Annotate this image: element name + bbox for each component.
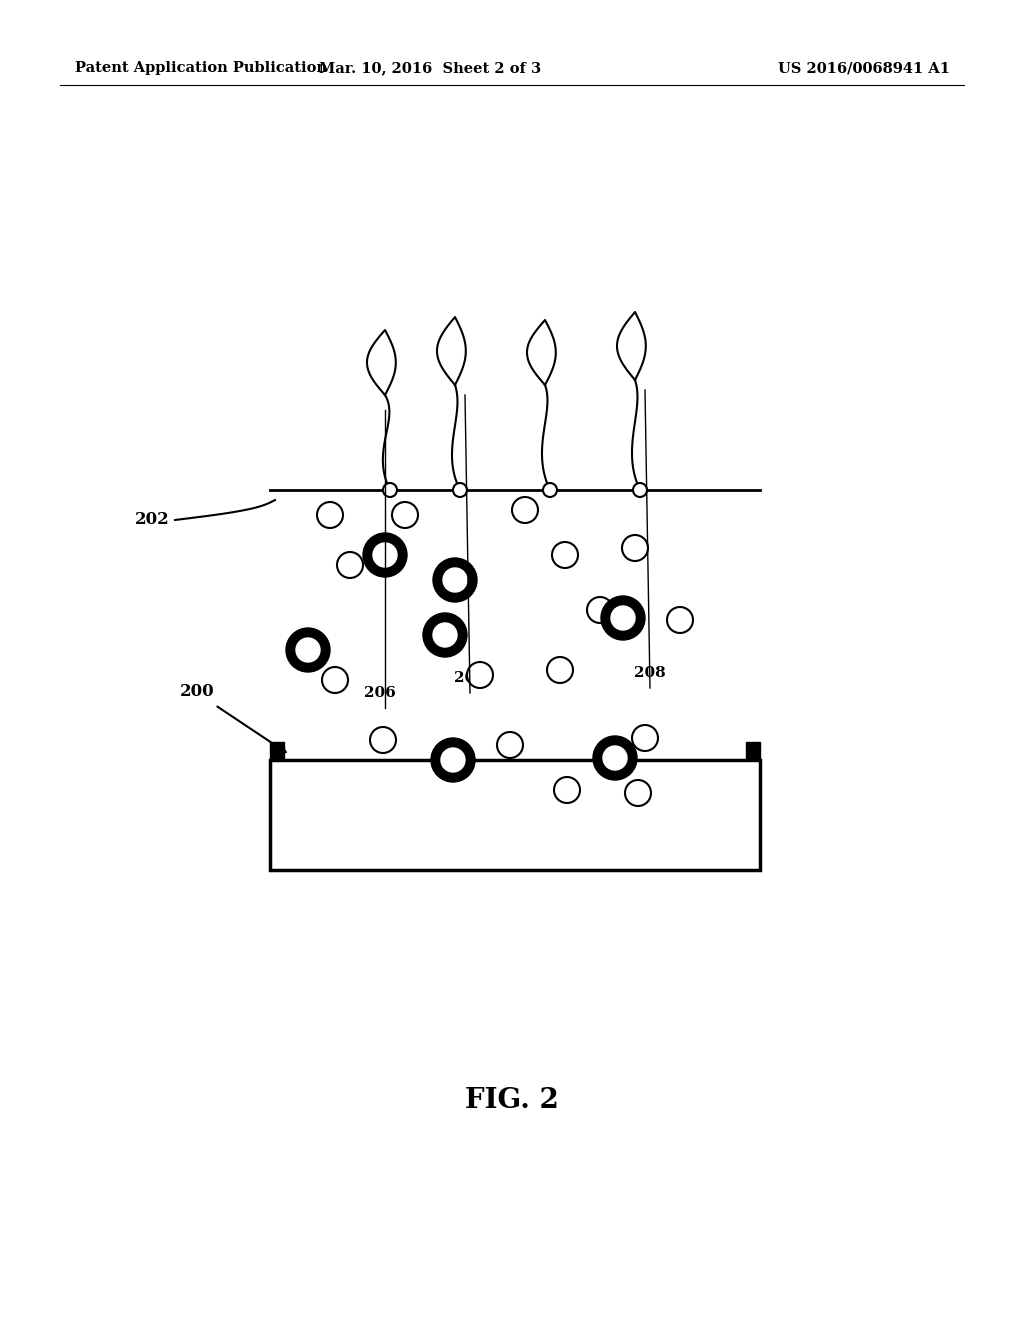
Circle shape: [554, 777, 580, 803]
Text: 204: 204: [454, 671, 485, 685]
Circle shape: [296, 638, 319, 663]
Circle shape: [543, 483, 557, 498]
Text: US 2016/0068941 A1: US 2016/0068941 A1: [778, 61, 950, 75]
Circle shape: [601, 597, 645, 640]
Circle shape: [552, 543, 578, 568]
Text: Patent Application Publication: Patent Application Publication: [75, 61, 327, 75]
Circle shape: [431, 738, 475, 781]
Circle shape: [392, 502, 418, 528]
Circle shape: [667, 607, 693, 634]
Text: 202: 202: [135, 511, 170, 528]
Circle shape: [441, 748, 465, 772]
Circle shape: [547, 657, 573, 682]
Circle shape: [362, 533, 407, 577]
Circle shape: [603, 746, 627, 770]
Circle shape: [443, 568, 467, 591]
Circle shape: [622, 535, 648, 561]
Circle shape: [633, 483, 647, 498]
Circle shape: [611, 606, 635, 630]
Polygon shape: [437, 317, 466, 385]
Circle shape: [322, 667, 348, 693]
Text: 200: 200: [180, 684, 215, 701]
Circle shape: [453, 483, 467, 498]
Circle shape: [373, 543, 397, 568]
Circle shape: [433, 623, 457, 647]
Circle shape: [625, 780, 651, 807]
Polygon shape: [367, 330, 396, 395]
Circle shape: [370, 727, 396, 752]
Circle shape: [433, 558, 477, 602]
Bar: [270, 742, 284, 760]
Text: FIG. 2: FIG. 2: [465, 1086, 559, 1114]
Circle shape: [337, 552, 362, 578]
Circle shape: [317, 502, 343, 528]
Text: 208: 208: [634, 667, 666, 680]
Circle shape: [593, 737, 637, 780]
Circle shape: [497, 733, 523, 758]
Text: 206: 206: [365, 686, 396, 700]
Circle shape: [632, 725, 658, 751]
Bar: [746, 742, 760, 760]
Text: Mar. 10, 2016  Sheet 2 of 3: Mar. 10, 2016 Sheet 2 of 3: [318, 61, 541, 75]
Circle shape: [512, 498, 538, 523]
Circle shape: [286, 628, 330, 672]
Polygon shape: [617, 312, 646, 380]
Polygon shape: [527, 319, 556, 385]
Circle shape: [423, 612, 467, 657]
Circle shape: [467, 663, 493, 688]
Bar: [270, 760, 760, 870]
Circle shape: [587, 597, 613, 623]
Circle shape: [383, 483, 397, 498]
